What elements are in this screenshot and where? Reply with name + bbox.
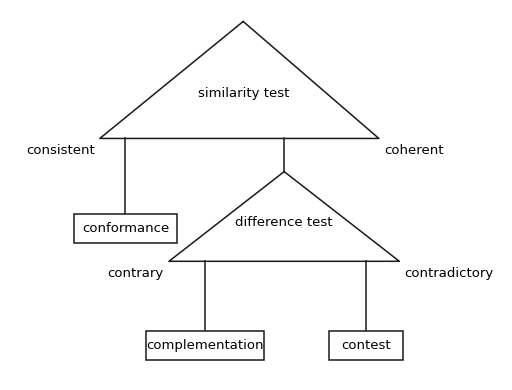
FancyBboxPatch shape	[74, 214, 177, 243]
Text: difference test: difference test	[236, 216, 333, 229]
FancyBboxPatch shape	[329, 330, 403, 360]
Text: contrary: contrary	[108, 267, 164, 280]
Text: contradictory: contradictory	[404, 267, 494, 280]
Text: conformance: conformance	[82, 222, 169, 235]
Text: contest: contest	[342, 339, 391, 352]
Text: complementation: complementation	[146, 339, 264, 352]
Text: consistent: consistent	[26, 144, 95, 157]
Text: coherent: coherent	[384, 144, 443, 157]
Text: similarity test: similarity test	[198, 87, 289, 100]
FancyBboxPatch shape	[146, 330, 264, 360]
